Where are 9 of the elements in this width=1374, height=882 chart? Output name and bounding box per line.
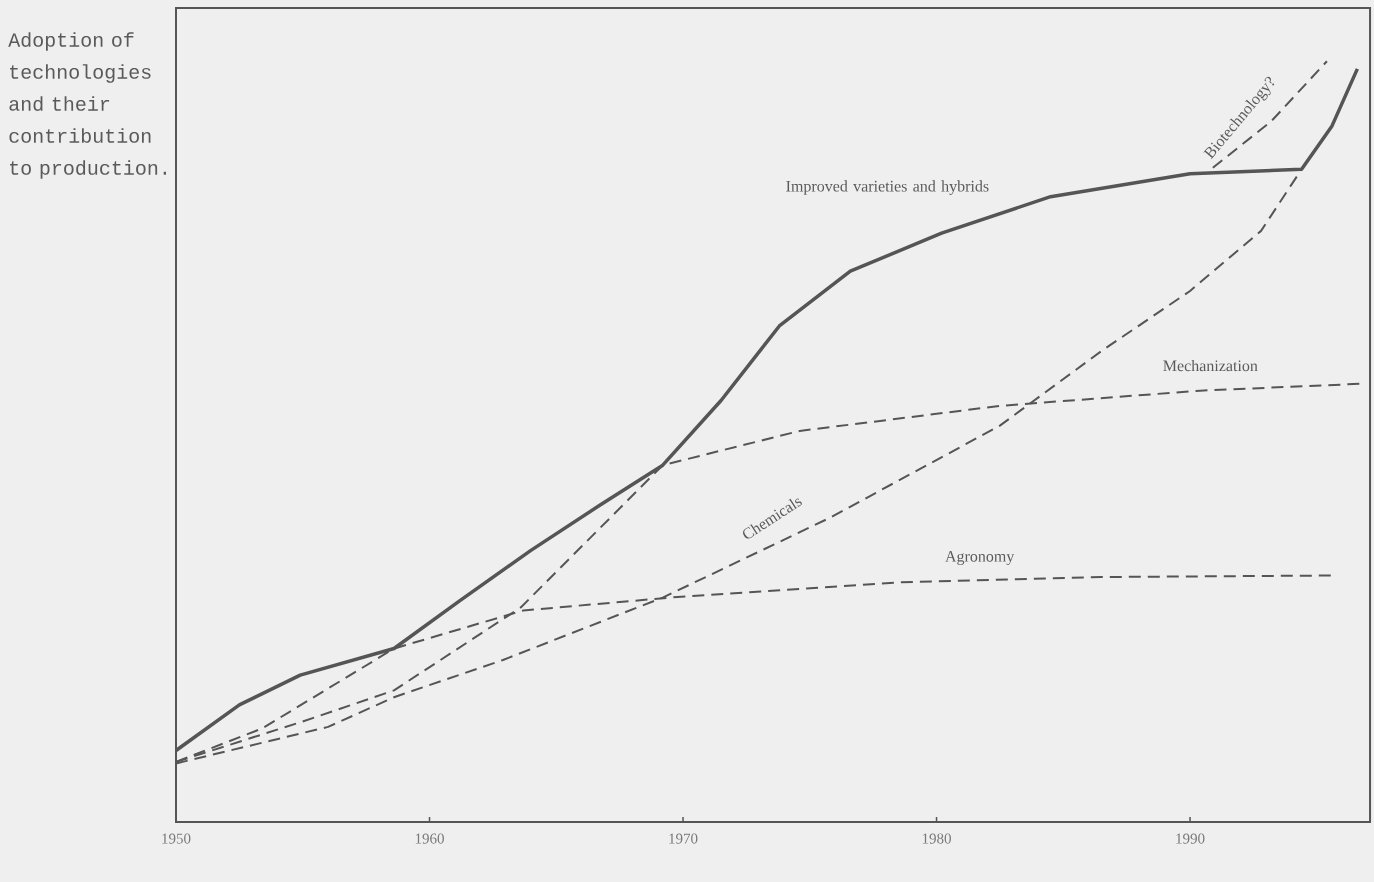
series-label: Improved varieties and hybrids — [786, 180, 989, 195]
x-tick-label: 1970 — [669, 833, 698, 844]
y-axis-title: Adoption of technologies and their contribution to production. — [8, 32, 166, 179]
x-tick-label: 1960 — [415, 833, 444, 844]
x-tick-label: 1990 — [1176, 833, 1205, 844]
series-label: Mechanization — [1163, 359, 1258, 372]
x-tick-label: 1980 — [922, 833, 951, 844]
series-label: Agronomy — [945, 551, 1015, 566]
x-tick-label: 1950 — [162, 833, 191, 844]
